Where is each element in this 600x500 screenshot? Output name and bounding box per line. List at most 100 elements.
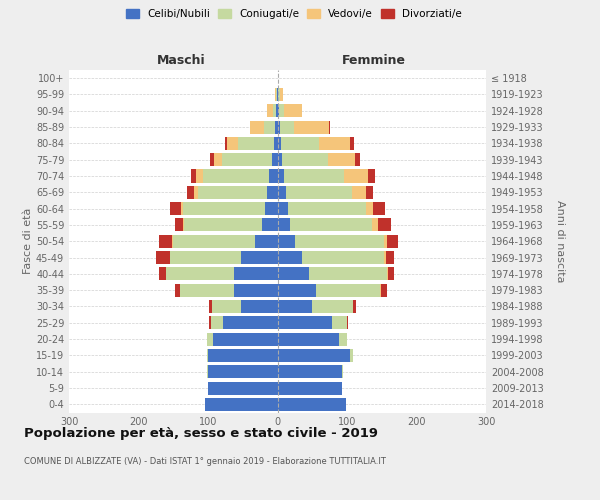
Bar — [350, 349, 353, 362]
Bar — [319, 137, 350, 150]
Bar — [284, 104, 302, 118]
Bar — [170, 251, 241, 264]
Bar — [329, 120, 331, 134]
Bar — [267, 104, 272, 118]
Bar — [209, 300, 212, 313]
Bar — [281, 137, 319, 150]
Bar — [274, 137, 277, 150]
Bar — [380, 284, 381, 296]
Bar — [384, 251, 386, 264]
Bar — [170, 202, 181, 215]
Bar — [264, 120, 275, 134]
Bar — [277, 88, 278, 101]
Bar — [353, 300, 356, 313]
Bar — [227, 137, 238, 150]
Bar — [187, 186, 194, 199]
Y-axis label: Anni di nascita: Anni di nascita — [555, 200, 565, 282]
Bar — [338, 332, 347, 345]
Bar — [208, 332, 213, 345]
Bar — [377, 218, 391, 232]
Bar — [277, 170, 284, 182]
Bar — [277, 365, 342, 378]
Bar — [241, 300, 277, 313]
Bar — [262, 218, 277, 232]
Bar — [386, 268, 388, 280]
Bar — [373, 202, 385, 215]
Bar — [277, 72, 278, 85]
Bar — [286, 186, 352, 199]
Bar — [277, 120, 280, 134]
Bar — [309, 268, 386, 280]
Bar — [277, 332, 338, 345]
Bar — [355, 153, 360, 166]
Text: Maschi: Maschi — [157, 54, 206, 68]
Bar — [342, 365, 343, 378]
Bar — [194, 186, 197, 199]
Bar — [283, 153, 328, 166]
Bar — [222, 153, 272, 166]
Bar — [275, 88, 276, 101]
Text: COMUNE DI ALBIZZATE (VA) - Dati ISTAT 1° gennaio 2019 - Elaborazione TUTTITALIA.: COMUNE DI ALBIZZATE (VA) - Dati ISTAT 1°… — [24, 458, 386, 466]
Bar — [226, 137, 227, 150]
Bar — [208, 349, 277, 362]
Bar — [278, 88, 280, 101]
Bar — [295, 234, 384, 248]
Bar — [352, 186, 366, 199]
Bar — [277, 251, 302, 264]
Bar — [172, 234, 173, 248]
Bar — [208, 365, 277, 378]
Bar — [386, 251, 394, 264]
Bar — [235, 284, 277, 296]
Bar — [388, 234, 398, 248]
Bar — [288, 202, 366, 215]
Bar — [388, 268, 394, 280]
Bar — [277, 300, 312, 313]
Bar — [203, 170, 269, 182]
Bar — [238, 137, 274, 150]
Bar — [205, 398, 277, 411]
Bar — [277, 218, 290, 232]
Bar — [158, 268, 166, 280]
Bar — [241, 251, 277, 264]
Bar — [277, 186, 286, 199]
Bar — [332, 316, 347, 330]
Bar — [277, 268, 309, 280]
Bar — [272, 153, 277, 166]
Bar — [276, 104, 277, 118]
Bar — [267, 186, 277, 199]
Legend: Celibi/Nubili, Coniugati/e, Vedovi/e, Divorziati/e: Celibi/Nubili, Coniugati/e, Vedovi/e, Di… — [122, 5, 466, 24]
Bar — [191, 170, 196, 182]
Bar — [175, 284, 180, 296]
Bar — [250, 120, 264, 134]
Bar — [366, 186, 373, 199]
Bar — [214, 153, 222, 166]
Bar — [180, 284, 235, 296]
Bar — [156, 251, 170, 264]
Bar — [366, 202, 373, 215]
Bar — [384, 234, 388, 248]
Bar — [368, 170, 375, 182]
Bar — [213, 332, 277, 345]
Bar — [344, 170, 368, 182]
Bar — [272, 104, 276, 118]
Bar — [328, 153, 355, 166]
Bar — [209, 316, 211, 330]
Bar — [280, 88, 283, 101]
Bar — [277, 382, 342, 394]
Bar — [280, 120, 294, 134]
Bar — [211, 316, 223, 330]
Bar — [197, 186, 267, 199]
Bar — [265, 202, 277, 215]
Bar — [277, 202, 288, 215]
Bar — [372, 218, 377, 232]
Bar — [166, 268, 235, 280]
Bar — [277, 234, 295, 248]
Text: Popolazione per età, sesso e stato civile - 2019: Popolazione per età, sesso e stato civil… — [24, 428, 378, 440]
Bar — [277, 104, 279, 118]
Bar — [347, 316, 349, 330]
Bar — [184, 218, 262, 232]
Bar — [212, 300, 241, 313]
Bar — [316, 284, 380, 296]
Bar — [284, 170, 344, 182]
Text: Femmine: Femmine — [341, 54, 406, 68]
